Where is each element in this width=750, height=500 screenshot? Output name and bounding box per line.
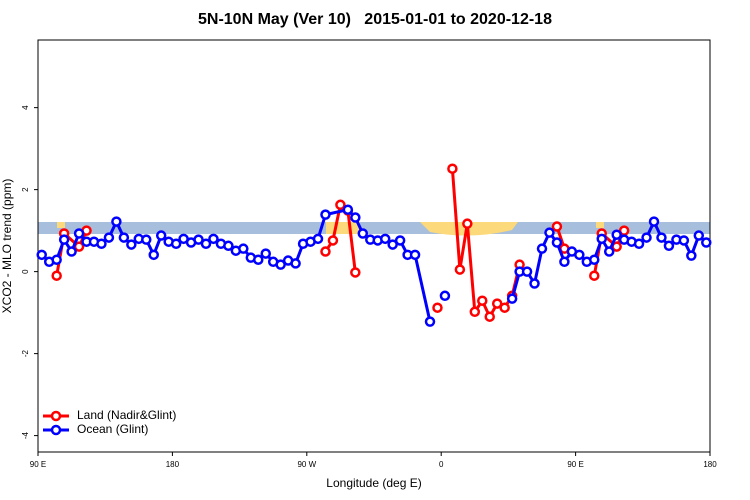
point	[544, 227, 555, 238]
point	[686, 250, 697, 261]
point	[320, 246, 331, 257]
x-tick-label: 90 E	[567, 460, 583, 469]
point	[484, 311, 495, 322]
point	[424, 316, 436, 327]
point	[462, 218, 473, 229]
point	[208, 233, 219, 245]
point	[589, 270, 600, 281]
point	[66, 246, 77, 257]
y-tick-label: -4	[21, 432, 30, 440]
point	[260, 248, 271, 259]
legend-label: Ocean (Glint)	[77, 422, 148, 436]
land-strip	[57, 222, 65, 228]
legend-label: Land (Nadir&Glint)	[77, 408, 176, 422]
point	[223, 240, 234, 252]
point	[551, 221, 563, 232]
point	[357, 228, 369, 239]
point	[350, 267, 361, 278]
land-strip	[326, 222, 360, 234]
point	[529, 278, 540, 289]
point	[51, 254, 62, 265]
point	[409, 249, 421, 261]
point	[693, 230, 705, 241]
point	[641, 232, 652, 243]
point	[663, 240, 675, 252]
ocean-strip	[38, 222, 710, 234]
x-tick-label: 90 W	[297, 460, 316, 469]
point	[126, 239, 137, 250]
chart-title: 5N-10N May (Ver 10) 2015-01-01 to 2020-1…	[198, 11, 552, 28]
point	[551, 237, 563, 248]
point	[648, 216, 660, 227]
map-strip	[38, 222, 710, 236]
point	[447, 163, 458, 174]
point	[36, 249, 47, 261]
point	[111, 216, 122, 227]
point	[521, 266, 533, 277]
point	[439, 290, 451, 302]
point	[506, 293, 518, 304]
point	[454, 264, 466, 275]
point	[155, 230, 167, 241]
point	[596, 233, 607, 245]
point	[327, 235, 339, 246]
point	[611, 229, 622, 240]
legend-marker	[50, 424, 62, 436]
point	[200, 238, 212, 249]
point	[491, 298, 503, 309]
x-axis-title: Longitude (deg E)	[326, 476, 421, 490]
y-tick-label: 4	[21, 105, 30, 110]
point	[320, 209, 331, 220]
point	[58, 234, 70, 245]
point	[148, 249, 159, 261]
point	[469, 306, 481, 318]
point	[603, 246, 615, 257]
land-strip	[596, 222, 604, 228]
point	[678, 235, 690, 246]
point	[394, 235, 406, 246]
point	[170, 238, 182, 249]
point	[312, 233, 324, 245]
legend-marker	[50, 410, 62, 422]
point	[536, 243, 548, 254]
point	[51, 270, 62, 281]
x-tick-label: 90 E	[30, 460, 46, 469]
point	[499, 302, 510, 313]
point	[275, 259, 286, 270]
point	[103, 232, 115, 243]
x-tick-label: 0	[439, 460, 444, 469]
point	[574, 249, 585, 261]
x-tick-label: 180	[166, 460, 180, 469]
plot-frame	[37, 39, 711, 453]
point	[238, 243, 249, 254]
point	[589, 254, 600, 265]
point	[633, 238, 645, 249]
point	[379, 233, 391, 245]
point	[656, 232, 667, 243]
point	[477, 295, 488, 306]
point	[253, 254, 264, 265]
point	[559, 256, 570, 268]
point	[350, 212, 361, 223]
point	[387, 239, 398, 250]
point	[96, 238, 107, 249]
x-tick-label: 180	[703, 460, 717, 469]
point	[141, 234, 152, 245]
y-tick-label: 0	[21, 269, 30, 274]
point	[701, 237, 712, 248]
y-axis-title: XCO2 - MLO trend (ppm)	[0, 179, 14, 314]
y-tick-label: -2	[21, 350, 30, 358]
point	[290, 258, 301, 269]
point	[193, 234, 204, 245]
point	[335, 199, 346, 211]
point	[118, 232, 130, 243]
point	[342, 204, 354, 215]
y-tick-label: 2	[21, 187, 30, 192]
point	[432, 302, 443, 313]
point	[73, 228, 85, 239]
